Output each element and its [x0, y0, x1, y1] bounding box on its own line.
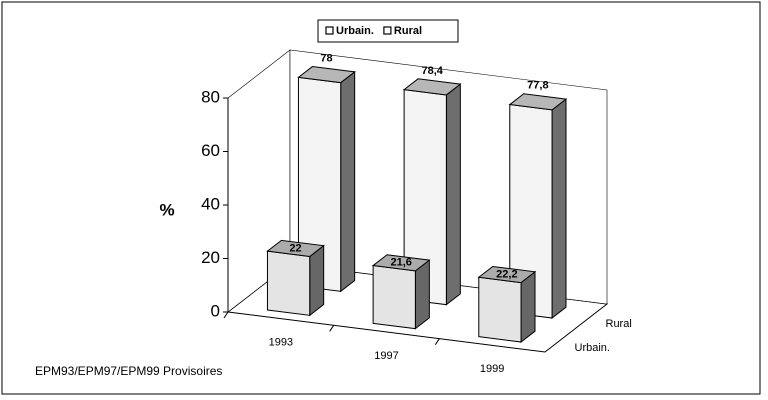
depth-label: Urbain. [575, 342, 610, 354]
y-axis-label: % [159, 200, 174, 219]
x-tick [223, 311, 229, 319]
bar-side [340, 70, 356, 293]
legend-swatch [383, 26, 392, 35]
x-tick [434, 338, 440, 345]
value-label: 21,6 [391, 257, 412, 269]
legend-label: Rural [394, 25, 422, 37]
footnote: EPM93/EPM97/EPM99 Provisoires [35, 364, 222, 378]
depth-label: Rural [606, 318, 632, 330]
bar-top [297, 66, 356, 84]
bar-top [371, 254, 431, 272]
value-label: 77,8 [527, 80, 548, 92]
bar-side [551, 98, 567, 320]
x-tick-label: 1997 [374, 350, 398, 362]
bar-side [309, 244, 325, 317]
legend-label: Urbain. [336, 25, 374, 37]
bar-top [477, 265, 537, 284]
bar-side [445, 83, 461, 306]
y-tick-label: 80 [201, 87, 220, 106]
y-tick-label: 20 [201, 248, 220, 267]
value-label: 78 [320, 53, 332, 65]
value-label: 78,4 [422, 65, 444, 77]
bar-top [508, 93, 568, 111]
bar-side [414, 259, 430, 330]
bar-front [372, 264, 416, 330]
bar-side [520, 270, 536, 344]
y-tick-label: 40 [201, 194, 220, 213]
y-tick-label: 60 [201, 141, 220, 160]
value-label: 22,2 [496, 268, 517, 280]
bar-top [266, 239, 325, 258]
value-label: 22 [289, 242, 301, 254]
bar-front [266, 250, 311, 316]
x-tick-label: 1999 [480, 363, 504, 375]
x-tick-label: 1993 [269, 337, 293, 349]
y-tick-label: 0 [211, 301, 220, 320]
bar-top [402, 78, 462, 96]
x-tick [329, 325, 335, 332]
bar-front [478, 276, 522, 343]
legend-swatch [325, 26, 334, 35]
